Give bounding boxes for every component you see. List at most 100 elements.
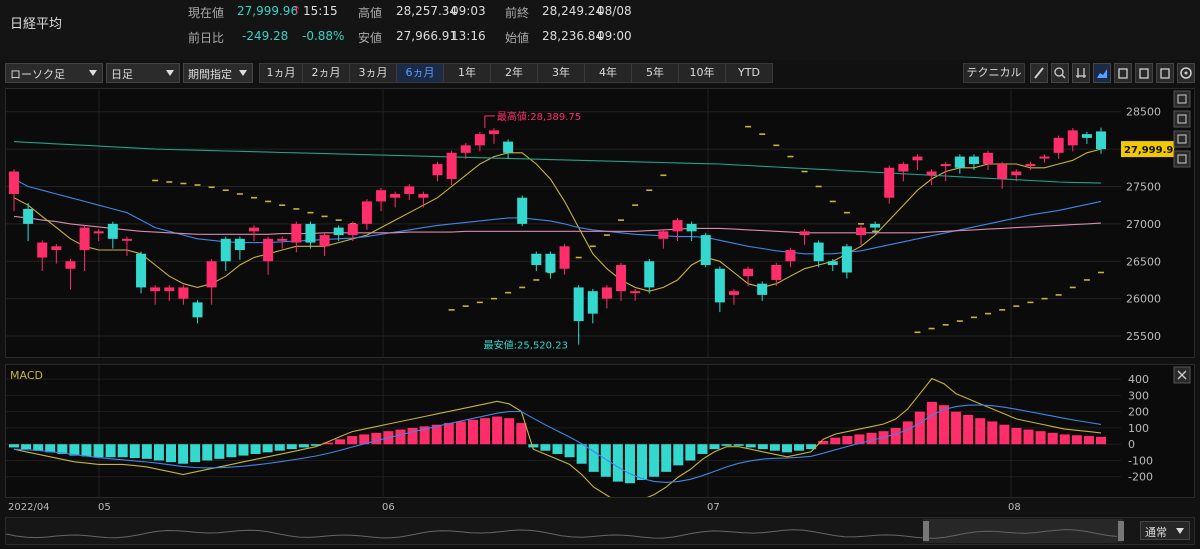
macd-bar	[310, 444, 321, 446]
macd-bar	[69, 444, 80, 456]
x-tick-label: 08	[1008, 502, 1021, 513]
interval-value: 日足	[111, 68, 133, 81]
macd-bar	[902, 421, 913, 445]
expand-icon[interactable]	[1173, 90, 1191, 108]
macd-chart[interactable]: 400 300 200 100 0 -100 -200 MACD	[6, 365, 1194, 506]
ma-longest-line	[13, 141, 1102, 184]
interval-select[interactable]: 日足	[106, 63, 180, 83]
open-value: 28,236.84	[542, 29, 604, 43]
macd-tick-label: -100	[1128, 454, 1153, 467]
candle-body	[644, 261, 655, 288]
macd-bar	[818, 440, 829, 445]
macd-bar	[262, 444, 273, 453]
technical-button[interactable]: テクニカル	[963, 63, 1025, 83]
undo-icon[interactable]	[1173, 130, 1191, 148]
candle-body	[460, 145, 471, 153]
zoom-icon[interactable]	[1051, 63, 1069, 83]
macd-bar	[166, 444, 177, 463]
settings-icon[interactable]	[1177, 63, 1195, 83]
x-tick-label: 06	[382, 502, 395, 513]
period-tab[interactable]: 3年	[537, 63, 585, 83]
macd-bar	[637, 444, 648, 480]
period-tab[interactable]: YTD	[725, 63, 773, 83]
candle-body	[813, 242, 824, 262]
low-time: 13:16	[451, 29, 486, 43]
macd-bar	[250, 444, 261, 454]
candle-body	[79, 227, 90, 251]
candle-body	[446, 152, 457, 179]
macd-bar	[552, 444, 563, 454]
period-tab[interactable]: 1ヵ月	[259, 63, 303, 83]
macd-bar	[214, 444, 225, 459]
open-label: 始値	[505, 31, 530, 45]
candle-body	[954, 156, 965, 168]
last-price-tag	[1121, 141, 1175, 158]
period-tab[interactable]: 4年	[584, 63, 632, 83]
candle-body	[1039, 156, 1050, 159]
navigator-handle-right	[1118, 521, 1124, 541]
period-tab[interactable]: 1年	[443, 63, 491, 83]
lock-icon[interactable]	[1173, 110, 1191, 128]
ma-short-line	[13, 148, 1102, 292]
save-icon[interactable]	[1114, 63, 1132, 83]
candle-body	[488, 130, 499, 135]
period-tab[interactable]: 2ヵ月	[302, 63, 350, 83]
chevron-down-icon	[1176, 528, 1184, 534]
candle-body	[785, 250, 796, 262]
macd-bar	[45, 444, 56, 453]
navigator-handle-left	[923, 521, 929, 541]
macd-bar	[492, 416, 503, 445]
candle-body	[531, 253, 542, 265]
macd-bar	[1011, 427, 1022, 445]
print-icon[interactable]	[1156, 63, 1174, 83]
macd-bar	[938, 405, 949, 445]
candle-body	[37, 242, 48, 258]
pencil-icon[interactable]	[1030, 63, 1048, 83]
period-tab[interactable]: 2年	[490, 63, 538, 83]
candle-body	[700, 235, 711, 265]
macd-bar	[975, 418, 986, 445]
macd-bar	[999, 424, 1010, 445]
candle-body	[1067, 130, 1078, 146]
redo-icon[interactable]	[1173, 150, 1191, 168]
folder-icon[interactable]	[1135, 63, 1153, 83]
candle-body	[658, 231, 669, 239]
prev-value: 28,249.24	[542, 4, 604, 18]
candle-body	[361, 201, 372, 224]
navigator-mode-select[interactable]: 通常	[1140, 521, 1190, 540]
candle-body	[220, 238, 231, 262]
range-navigator[interactable]: 通常	[5, 517, 1195, 545]
area-chart-icon[interactable]	[1093, 63, 1111, 83]
candlestick-chart[interactable]: 28500280002750027000265002600025500最高値:2…	[6, 89, 1194, 357]
candle-body	[206, 261, 217, 288]
change-pct: -0.88%	[302, 29, 345, 43]
candle-body	[376, 190, 387, 202]
candle-body	[51, 246, 62, 251]
compare-icon[interactable]	[1072, 63, 1090, 83]
macd-tick-label: -200	[1128, 471, 1153, 484]
period-tab[interactable]: 3ヵ月	[349, 63, 397, 83]
candle-body	[305, 223, 316, 243]
period-tab[interactable]: 10年	[678, 63, 726, 83]
macd-bar	[1047, 432, 1058, 445]
period-tab[interactable]: 5年	[631, 63, 679, 83]
candle-body	[926, 171, 937, 176]
chart-type-select[interactable]: ローソク足	[5, 63, 103, 83]
max-price-label: 最高値:28,389.75	[497, 110, 581, 123]
open-time: 09:00	[597, 29, 632, 43]
macd-bar	[866, 432, 877, 445]
macd-bar	[33, 444, 44, 451]
period-tab[interactable]: 6ヵ月	[396, 63, 444, 83]
close-icon[interactable]	[1173, 366, 1191, 384]
macd-bar	[419, 426, 430, 445]
candle-body	[587, 291, 598, 314]
macd-bar	[190, 444, 201, 463]
range-mode-select[interactable]: 期間指定	[183, 63, 253, 83]
macd-bar	[649, 444, 660, 477]
candle-body	[234, 238, 245, 251]
range-mode-value: 期間指定	[188, 68, 232, 81]
chevron-down-icon	[239, 70, 247, 76]
macd-bar	[81, 444, 92, 457]
x-tick-label: 05	[98, 502, 111, 513]
macd-line	[13, 377, 1102, 506]
